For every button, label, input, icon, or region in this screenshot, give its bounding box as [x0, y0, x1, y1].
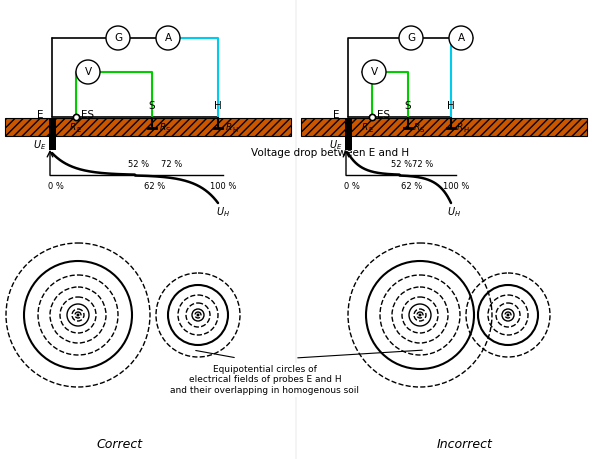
Text: E: E: [76, 127, 81, 133]
Text: 62 %: 62 %: [401, 182, 423, 191]
Bar: [301, 118, 587, 136]
Text: R: R: [457, 123, 464, 131]
Bar: [49, 118, 56, 150]
Bar: [345, 118, 352, 150]
Text: 100 %: 100 %: [210, 182, 236, 191]
Text: 72 %: 72 %: [411, 160, 433, 169]
Text: ES: ES: [378, 110, 391, 120]
Text: 72 %: 72 %: [161, 160, 182, 169]
Text: E: E: [37, 110, 43, 120]
Text: Correct: Correct: [97, 438, 143, 452]
Circle shape: [362, 60, 386, 84]
Circle shape: [449, 26, 473, 50]
Text: $U_E$: $U_E$: [329, 138, 342, 152]
Text: $U_E$: $U_E$: [33, 138, 46, 152]
Circle shape: [399, 26, 423, 50]
Text: V: V: [85, 67, 92, 77]
Text: H: H: [232, 127, 237, 133]
Text: E: E: [333, 110, 339, 120]
Text: Voltage drop between E and H: Voltage drop between E and H: [251, 148, 409, 158]
Text: 62 %: 62 %: [144, 182, 166, 191]
Circle shape: [419, 313, 422, 317]
Text: R: R: [414, 123, 420, 131]
Bar: [5, 118, 291, 136]
Text: 0 %: 0 %: [48, 182, 64, 191]
Text: H: H: [447, 101, 455, 111]
Text: ES: ES: [82, 110, 95, 120]
Text: R: R: [160, 123, 166, 131]
Text: 100 %: 100 %: [443, 182, 469, 191]
Text: Incorrect: Incorrect: [437, 438, 493, 452]
Text: 52 %: 52 %: [128, 160, 149, 169]
Text: A: A: [165, 33, 172, 43]
Text: S: S: [149, 101, 155, 111]
Text: 0 %: 0 %: [344, 182, 360, 191]
Circle shape: [76, 313, 79, 317]
Text: A: A: [458, 33, 465, 43]
Text: R: R: [226, 123, 232, 131]
Circle shape: [197, 313, 200, 317]
Text: $U_H$: $U_H$: [216, 205, 230, 219]
Text: G: G: [114, 33, 122, 43]
Text: H: H: [463, 127, 468, 133]
Text: S: S: [420, 127, 424, 133]
Circle shape: [76, 60, 100, 84]
Text: 52 %: 52 %: [391, 160, 412, 169]
Text: Equipotential circles of
electrical fields of probes E and H
and their overlappi: Equipotential circles of electrical fiel…: [170, 365, 359, 395]
Text: R: R: [362, 123, 368, 131]
Text: E: E: [368, 127, 372, 133]
Circle shape: [106, 26, 130, 50]
Circle shape: [507, 313, 510, 317]
Text: $U_H$: $U_H$: [447, 205, 461, 219]
Text: R: R: [70, 123, 76, 131]
Text: V: V: [371, 67, 378, 77]
Text: S: S: [166, 127, 170, 133]
Circle shape: [156, 26, 180, 50]
Text: G: G: [407, 33, 415, 43]
Text: H: H: [214, 101, 222, 111]
Text: S: S: [405, 101, 411, 111]
